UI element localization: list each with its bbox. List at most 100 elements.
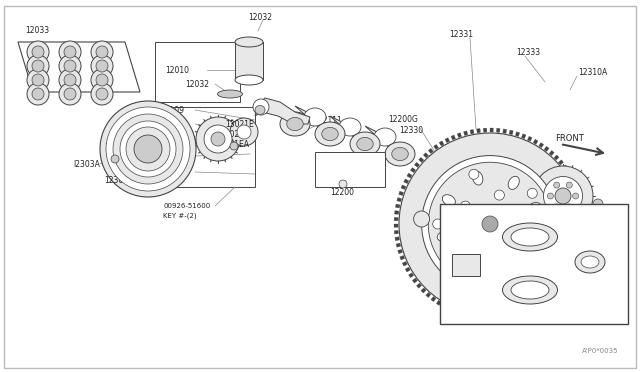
Ellipse shape bbox=[304, 108, 326, 126]
Circle shape bbox=[566, 182, 572, 188]
Circle shape bbox=[111, 155, 119, 163]
Polygon shape bbox=[428, 148, 433, 154]
Ellipse shape bbox=[235, 75, 263, 85]
Ellipse shape bbox=[280, 112, 310, 136]
Circle shape bbox=[527, 188, 537, 198]
Circle shape bbox=[573, 193, 579, 199]
Polygon shape bbox=[573, 182, 578, 187]
Circle shape bbox=[555, 188, 571, 204]
Polygon shape bbox=[563, 165, 568, 170]
Circle shape bbox=[230, 142, 238, 150]
Circle shape bbox=[106, 107, 190, 191]
Polygon shape bbox=[394, 211, 399, 214]
Ellipse shape bbox=[218, 90, 243, 98]
Text: 12030: 12030 bbox=[160, 119, 184, 128]
Text: KEY #-(2): KEY #-(2) bbox=[163, 213, 196, 219]
Circle shape bbox=[64, 74, 76, 86]
Ellipse shape bbox=[472, 171, 483, 185]
Ellipse shape bbox=[511, 281, 549, 299]
Polygon shape bbox=[463, 131, 468, 135]
Text: 12333: 12333 bbox=[516, 48, 540, 57]
Text: 12310A: 12310A bbox=[578, 67, 607, 77]
Ellipse shape bbox=[385, 142, 415, 166]
Circle shape bbox=[59, 69, 81, 91]
Text: 12111: 12111 bbox=[318, 115, 342, 125]
Circle shape bbox=[134, 135, 162, 163]
Polygon shape bbox=[539, 142, 544, 148]
Ellipse shape bbox=[502, 276, 557, 304]
Ellipse shape bbox=[581, 256, 599, 268]
Circle shape bbox=[494, 248, 504, 258]
Text: FRONT: FRONT bbox=[555, 134, 584, 142]
Circle shape bbox=[543, 176, 582, 215]
Circle shape bbox=[96, 74, 108, 86]
Polygon shape bbox=[433, 144, 438, 150]
Circle shape bbox=[422, 155, 558, 292]
Polygon shape bbox=[506, 314, 510, 318]
Circle shape bbox=[91, 41, 113, 63]
Circle shape bbox=[64, 88, 76, 100]
Polygon shape bbox=[414, 162, 420, 167]
Text: 12330: 12330 bbox=[399, 125, 423, 135]
Polygon shape bbox=[580, 207, 585, 211]
Bar bbox=[452, 254, 480, 276]
Polygon shape bbox=[403, 262, 407, 266]
Polygon shape bbox=[581, 234, 586, 237]
Polygon shape bbox=[394, 230, 399, 234]
Polygon shape bbox=[579, 246, 583, 250]
Polygon shape bbox=[503, 129, 507, 134]
Polygon shape bbox=[556, 286, 561, 291]
Polygon shape bbox=[541, 298, 547, 304]
Polygon shape bbox=[396, 204, 400, 208]
Circle shape bbox=[91, 83, 113, 105]
Circle shape bbox=[196, 117, 240, 161]
Polygon shape bbox=[497, 128, 500, 132]
Polygon shape bbox=[448, 307, 452, 312]
Ellipse shape bbox=[525, 242, 538, 253]
Ellipse shape bbox=[437, 231, 451, 241]
Polygon shape bbox=[423, 153, 428, 158]
Polygon shape bbox=[570, 176, 575, 181]
Polygon shape bbox=[518, 311, 523, 315]
Circle shape bbox=[32, 46, 44, 58]
Circle shape bbox=[527, 250, 537, 260]
Ellipse shape bbox=[287, 118, 303, 131]
Polygon shape bbox=[575, 188, 580, 193]
Circle shape bbox=[211, 132, 225, 146]
Bar bbox=[155, 107, 255, 187]
Circle shape bbox=[339, 180, 347, 188]
Text: A'P0*0035: A'P0*0035 bbox=[582, 348, 618, 354]
Text: 12331: 12331 bbox=[449, 29, 473, 38]
Circle shape bbox=[32, 88, 44, 100]
Text: 12112: 12112 bbox=[160, 167, 184, 176]
Text: 12303C: 12303C bbox=[104, 176, 133, 185]
Circle shape bbox=[96, 60, 108, 72]
Text: 12100: 12100 bbox=[143, 138, 167, 147]
Polygon shape bbox=[474, 315, 477, 319]
Polygon shape bbox=[394, 224, 398, 227]
Circle shape bbox=[428, 162, 552, 286]
Text: 12109: 12109 bbox=[160, 106, 184, 115]
Bar bbox=[155, 42, 240, 102]
Polygon shape bbox=[552, 290, 557, 295]
Circle shape bbox=[120, 121, 176, 177]
Polygon shape bbox=[401, 185, 406, 190]
Circle shape bbox=[59, 41, 81, 63]
Polygon shape bbox=[544, 146, 549, 151]
Polygon shape bbox=[536, 302, 541, 307]
Polygon shape bbox=[395, 237, 399, 241]
Polygon shape bbox=[527, 136, 532, 141]
Polygon shape bbox=[417, 283, 422, 288]
Polygon shape bbox=[480, 315, 484, 320]
Ellipse shape bbox=[374, 128, 396, 146]
Text: 12200A: 12200A bbox=[330, 163, 359, 171]
Text: 12207S: 12207S bbox=[442, 273, 471, 282]
Text: 13021E: 13021E bbox=[225, 119, 253, 128]
Circle shape bbox=[253, 99, 269, 115]
Ellipse shape bbox=[497, 263, 508, 277]
Polygon shape bbox=[531, 305, 535, 310]
Circle shape bbox=[113, 114, 183, 184]
Polygon shape bbox=[412, 278, 417, 283]
Polygon shape bbox=[419, 157, 424, 163]
Circle shape bbox=[91, 55, 113, 77]
